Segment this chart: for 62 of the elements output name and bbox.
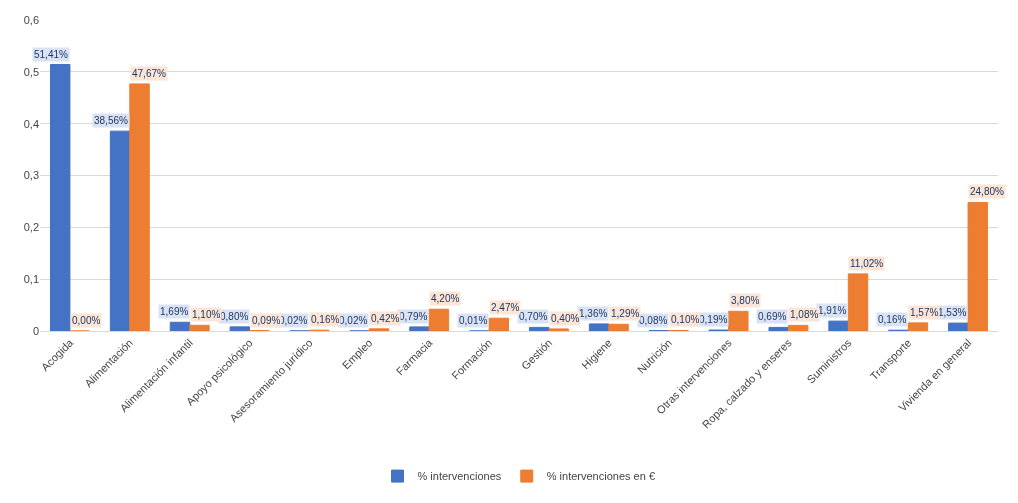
- data-label: 1,08%: [790, 309, 819, 320]
- bar: [768, 326, 789, 331]
- data-label: 11,02%: [850, 258, 884, 269]
- data-label: 0,70%: [519, 311, 548, 322]
- bar: [488, 317, 510, 331]
- data-label: 0,69%: [758, 311, 787, 322]
- bar: [728, 310, 749, 331]
- data-label: 1,57%: [910, 307, 939, 318]
- bar: [229, 326, 251, 331]
- bar: [528, 326, 550, 331]
- bar: [428, 308, 450, 331]
- data-label: 1,53%: [938, 307, 967, 318]
- data-label: 1,69%: [160, 306, 189, 317]
- data-label: 0,79%: [399, 311, 428, 322]
- data-label: 0,16%: [311, 314, 340, 325]
- bar: [907, 322, 929, 331]
- data-label: 3,80%: [731, 295, 760, 306]
- bar: [588, 323, 610, 331]
- data-label: 0,16%: [878, 314, 907, 325]
- bar: [847, 273, 869, 331]
- data-label: 0,40%: [551, 313, 580, 324]
- bar: [828, 320, 849, 331]
- data-label: 0,01%: [459, 315, 488, 326]
- data-label: 0,08%: [639, 315, 668, 326]
- data-label: 2,47%: [491, 302, 520, 313]
- bar: [49, 64, 71, 331]
- data-label: 38,56%: [94, 115, 129, 126]
- data-label: 0,42%: [371, 313, 400, 324]
- bar: [948, 322, 969, 331]
- bar: [169, 321, 191, 331]
- data-label: 0,02%: [339, 315, 368, 326]
- data-label: 1,36%: [579, 308, 608, 319]
- bar: [409, 326, 430, 331]
- y-tick-label: 0,4: [23, 117, 39, 130]
- data-label: 4,20%: [431, 293, 460, 304]
- data-label: 1,91%: [818, 305, 847, 316]
- y-tick-label: 0,6: [23, 13, 39, 26]
- legend-label: % intervenciones: [417, 470, 502, 483]
- data-label: 0,19%: [699, 314, 728, 325]
- y-tick-label: 0,5: [23, 65, 39, 78]
- data-label: 1,10%: [192, 309, 221, 320]
- bar: [608, 323, 629, 331]
- data-label: 0,00%: [72, 315, 101, 326]
- bar: [368, 328, 390, 331]
- bar: [787, 324, 809, 331]
- bar: [129, 83, 150, 331]
- data-label: 24,80%: [970, 186, 1005, 197]
- bar: [548, 328, 569, 331]
- data-label: 0,10%: [671, 314, 700, 325]
- data-label: 51,41%: [34, 49, 69, 60]
- y-tick-label: 0: [32, 324, 39, 337]
- y-tick-label: 0,3: [23, 169, 39, 182]
- legend-label: % intervenciones en €: [546, 470, 655, 483]
- y-tick-label: 0,1: [23, 273, 39, 286]
- y-tick-label: 0,2: [23, 221, 39, 234]
- bar: [109, 130, 131, 331]
- bar: [967, 201, 989, 331]
- bar: [189, 324, 210, 331]
- data-label: 0,80%: [220, 311, 249, 322]
- data-label: 47,67%: [132, 68, 167, 79]
- data-label: 1,29%: [611, 308, 640, 319]
- data-label: 0,09%: [252, 315, 281, 326]
